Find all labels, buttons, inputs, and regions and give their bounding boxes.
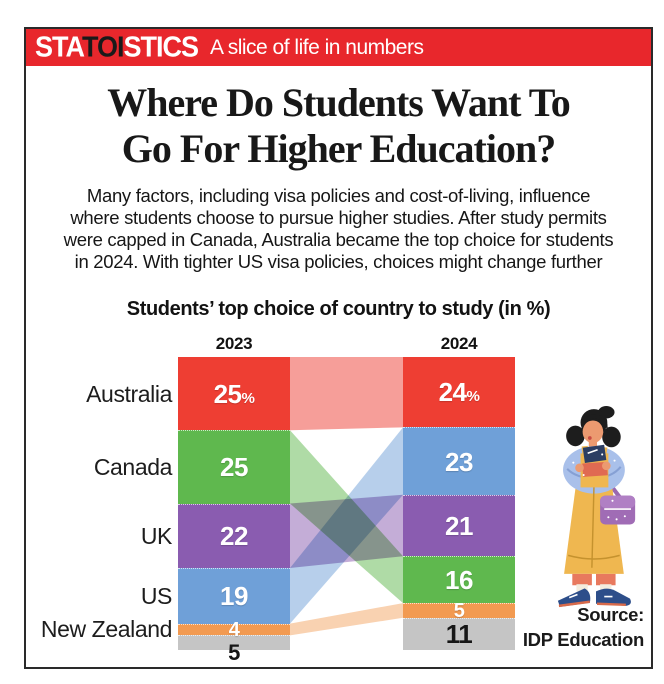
column-header-2024: 2024 xyxy=(440,334,478,353)
statoistics-banner: STATOISTICS A slice of life in numbers xyxy=(26,29,651,66)
segment-2023-other: 5 xyxy=(178,635,290,664)
segment-value: 11 xyxy=(445,619,473,650)
segment-value: 25 xyxy=(220,452,248,483)
segment-value: 25% xyxy=(213,378,255,409)
row-label-australia: Australia xyxy=(86,380,172,407)
segment-value: 5 xyxy=(228,640,240,666)
bar-stack-2023: 25% 25 22 19 4 5 xyxy=(178,357,290,664)
segment-2023-us: 19 xyxy=(178,567,290,624)
segment-value: 22 xyxy=(220,521,248,552)
ribbon-uk xyxy=(290,494,403,568)
chart-title: Students’ top choice of country to study… xyxy=(126,298,551,320)
intro-line: were capped in Canada, Australia became … xyxy=(63,229,614,250)
row-label-us: US xyxy=(140,582,173,609)
ribbon-nz xyxy=(290,603,403,636)
segment-2023-canada: 25 xyxy=(178,430,290,504)
student-body xyxy=(557,406,636,608)
source-credit: Source: IDP Education xyxy=(523,602,644,652)
segment-value: 19 xyxy=(220,581,248,612)
segment-value: 24% xyxy=(438,377,480,408)
segment-2024-canada: 16 xyxy=(403,556,515,604)
source-label: Source: xyxy=(577,604,644,625)
segment-2023-uk: 22 xyxy=(178,503,290,568)
segment-2023-nz: 4 xyxy=(178,620,290,640)
column-header-2023: 2023 xyxy=(215,334,253,353)
ribbon-australia xyxy=(290,357,403,431)
percent-suffix: % xyxy=(466,388,480,406)
segment-value: 23 xyxy=(445,446,473,477)
intro-line: where students choose to pursue higher s… xyxy=(70,207,607,228)
segment-2024-us: 23 xyxy=(403,427,515,495)
segment-value: 4 xyxy=(228,618,240,641)
page-title-line2: Go For Higher Education? xyxy=(121,126,556,171)
row-label-nz: New Zealand xyxy=(40,616,173,643)
infographic-frame: STATOISTICS A slice of life in numbers W… xyxy=(24,27,653,669)
segment-value: 16 xyxy=(445,565,473,596)
segment-value: 5 xyxy=(453,599,465,622)
segment-2023-australia: 25% xyxy=(178,357,290,431)
row-label-canada: Canada xyxy=(93,453,173,480)
segment-value: 21 xyxy=(445,510,473,541)
flow-ribbons xyxy=(290,355,403,650)
row-label-uk: UK xyxy=(140,522,173,549)
bar-stack-2024: 24% 23 21 16 5 11 xyxy=(403,357,515,650)
page-title: Where Do Students Want To Go For Higher … xyxy=(26,80,651,172)
brand-stics: STICS xyxy=(123,31,200,63)
segment-2024-nz: 5 xyxy=(403,599,515,622)
segment-2024-uk: 21 xyxy=(403,494,515,557)
percent-suffix: % xyxy=(241,389,255,407)
segment-2024-other: 11 xyxy=(403,617,515,650)
page-title-line1: Where Do Students Want To xyxy=(107,80,571,125)
banner-tagline: A slice of life in numbers xyxy=(210,36,424,59)
brand-toi: TOI xyxy=(82,31,125,63)
brand-logo: STATOISTICS xyxy=(35,31,200,63)
brand-sta: STA xyxy=(35,31,83,63)
source-name: IDP Education xyxy=(522,629,644,650)
student-illustration xyxy=(557,406,636,608)
intro-paragraph: Many factors, including visa policies an… xyxy=(26,185,651,273)
ribbon-canada xyxy=(290,430,403,604)
intro-line: in 2024. With tighter US visa policies, … xyxy=(74,251,603,272)
segment-2024-australia: 24% xyxy=(403,357,515,428)
ribbon-us xyxy=(290,427,403,624)
intro-line: Many factors, including visa policies an… xyxy=(86,185,591,206)
